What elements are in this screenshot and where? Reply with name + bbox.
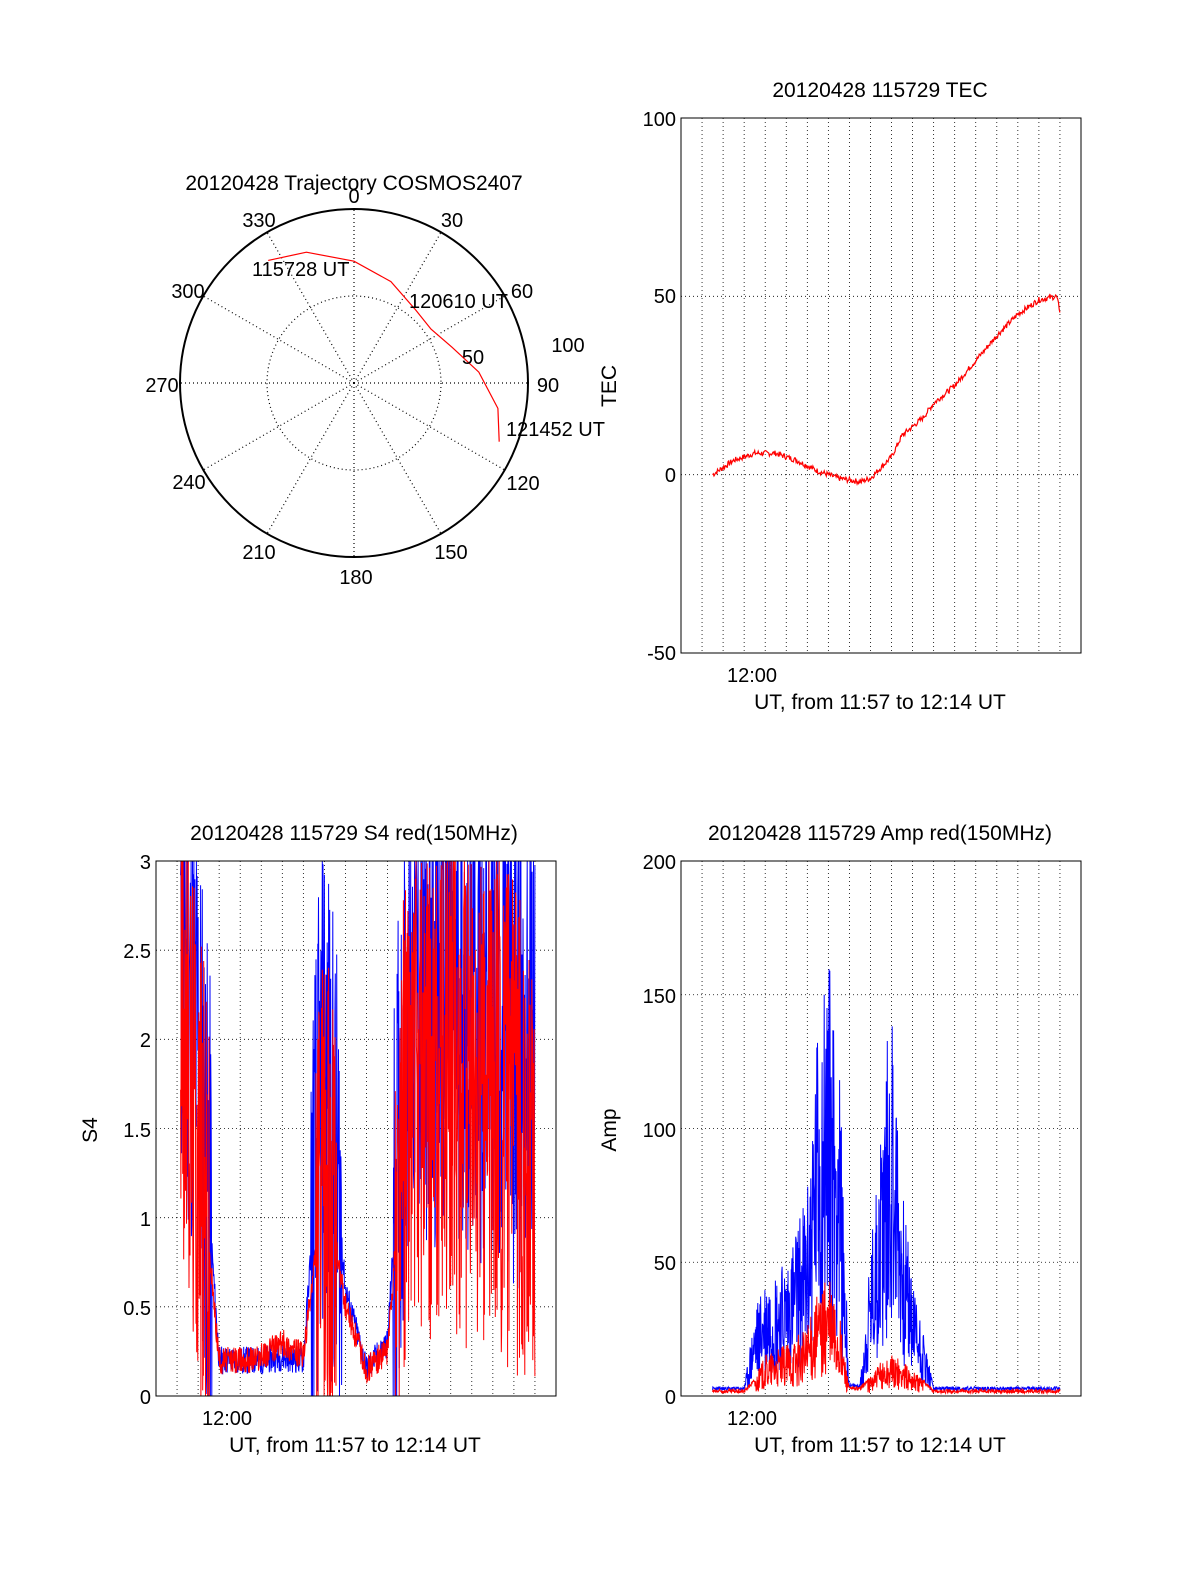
tec-panel: 20120428 115729 TEC 100 50 0 -50 TEC 12:… [598, 79, 1082, 714]
azimuth-label-0: 0 [348, 186, 359, 208]
amp-series-red [712, 1281, 1061, 1396]
polar-spoke-210 [266, 382, 355, 534]
s4-ytick-0-5: 0.5 [123, 1298, 151, 1320]
ring-label-50: 50 [462, 347, 484, 369]
azimuth-label-240: 240 [172, 472, 205, 494]
track-end-label: 121452 UT [506, 419, 605, 441]
track-start-label: 115728 UT [252, 259, 349, 281]
tec-xlabel: UT, from 11:57 to 12:14 UT [754, 691, 1006, 714]
amp-grid [681, 861, 1081, 1396]
polar-grid [180, 209, 528, 557]
s4-ytick-2: 2 [140, 1030, 151, 1052]
tec-series-line [712, 293, 1061, 487]
polar-spoke-330 [266, 232, 355, 384]
s4-ytick-1-5: 1.5 [123, 1120, 151, 1142]
s4-grid [156, 861, 556, 1396]
amp-plot-frame [680, 860, 1082, 1397]
azimuth-label-120: 120 [506, 473, 539, 495]
amp-title: 20120428 115729 Amp red(150MHz) [708, 822, 1052, 845]
polar-spoke-300 [203, 295, 355, 384]
s4-title: 20120428 115729 S4 red(150MHz) [190, 822, 518, 845]
amp-xtick-1200: 12:00 [727, 1408, 777, 1430]
azimuth-label-150: 150 [434, 542, 467, 564]
polar-ring-50 [266, 295, 442, 471]
tec-ytick-minus50: -50 [647, 643, 676, 665]
amp-ytick-50: 50 [654, 1253, 676, 1275]
polar-spoke-150 [353, 382, 442, 534]
azimuth-label-210: 210 [242, 542, 275, 564]
s4-ylabel: S4 [79, 1117, 102, 1143]
tec-ytick-50: 50 [654, 286, 676, 308]
azimuth-label-30: 30 [441, 210, 463, 232]
polar-panel: 20120428 Trajectory COSMOS2407 0 30 60 9… [145, 172, 605, 589]
polar-spoke-120 [353, 382, 505, 471]
azimuth-label-180: 180 [339, 567, 372, 589]
tec-grid [681, 118, 1081, 653]
polar-title: 20120428 Trajectory COSMOS2407 [185, 172, 522, 195]
polar-spoke-30 [353, 232, 442, 384]
track-mid-label: 120610 UT [409, 291, 508, 313]
s4-series-red [180, 860, 536, 1397]
s4-ytick-3: 3 [140, 852, 151, 874]
amp-ytick-0: 0 [665, 1387, 676, 1409]
amp-panel: 20120428 115729 Amp red(150MHz) 0 50 100… [598, 822, 1082, 1457]
s4-ytick-2-5: 2.5 [123, 941, 151, 963]
s4-plot-frame [155, 860, 557, 1397]
s4-panel: 20120428 115729 S4 red(150MHz) 0 0.5 1 1… [79, 822, 557, 1457]
tec-ytick-0: 0 [665, 465, 676, 487]
s4-ytick-1: 1 [140, 1209, 151, 1231]
azimuth-label-330: 330 [242, 210, 275, 232]
amp-series-blue [712, 969, 1061, 1393]
ring-label-100: 100 [551, 335, 584, 357]
amp-ytick-100: 100 [643, 1120, 676, 1142]
azimuth-label-300: 300 [171, 281, 204, 303]
azimuth-label-60: 60 [511, 281, 533, 303]
s4-ytick-0: 0 [140, 1387, 151, 1409]
s4-xtick-1200: 12:00 [202, 1408, 252, 1430]
tec-xtick-1200: 12:00 [727, 665, 777, 687]
polar-trajectory [268, 251, 500, 442]
amp-ylabel: Amp [598, 1108, 621, 1151]
tec-title: 20120428 115729 TEC [772, 79, 987, 102]
amp-ytick-200: 200 [643, 852, 676, 874]
tec-ytick-100: 100 [643, 109, 676, 131]
s4-series-blue [180, 860, 536, 1397]
amp-ytick-150: 150 [643, 986, 676, 1008]
s4-xlabel: UT, from 11:57 to 12:14 UT [229, 1434, 481, 1457]
polar-outer-ring [179, 208, 529, 558]
tec-ylabel: TEC [598, 365, 621, 407]
tec-plot-frame [680, 117, 1082, 654]
polar-spoke-240 [203, 382, 355, 471]
amp-xlabel: UT, from 11:57 to 12:14 UT [754, 1434, 1006, 1457]
azimuth-label-270: 270 [145, 375, 178, 397]
azimuth-label-90: 90 [537, 375, 559, 397]
polar-spoke-60 [353, 295, 505, 384]
